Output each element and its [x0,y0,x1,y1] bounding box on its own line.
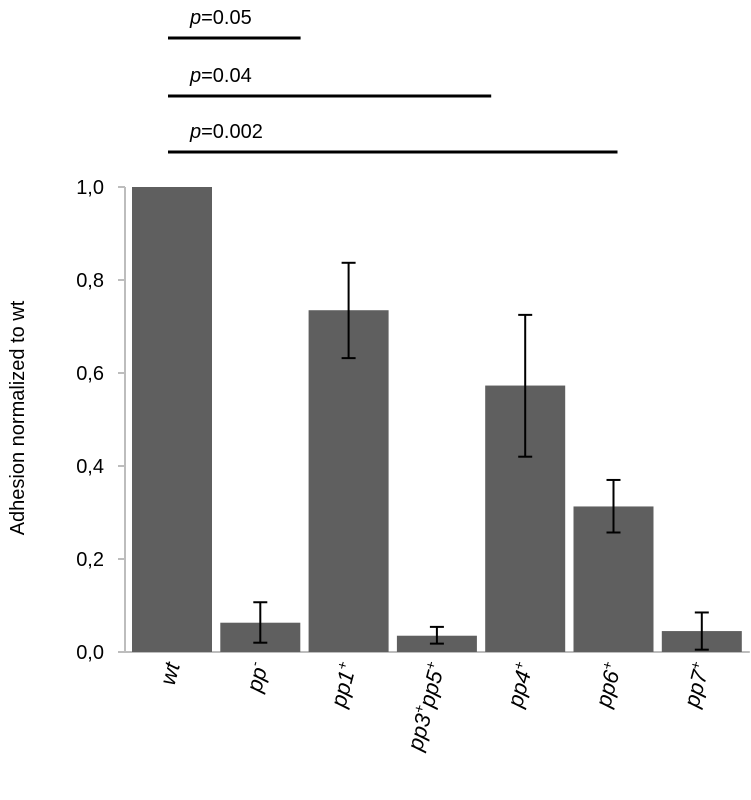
y-tick-label: 0,4 [76,456,104,478]
axes [124,187,750,653]
bar [132,187,212,652]
error-bar [518,313,533,458]
category-label: pp- [239,659,273,695]
significance-bracket: p=0.002 [168,121,618,154]
p-value-label: p=0.04 [189,65,252,87]
error-bars [253,261,709,651]
significance-bracket: p=0.04 [168,65,492,98]
category-label: pp4+ [500,659,538,710]
error-bar [694,611,709,651]
error-bar [606,478,621,534]
category-label: pp6+ [588,659,626,710]
bars [132,187,742,652]
category-labels: wt pp-pp1+ pp3+pp5+ pp4+ pp6+ pp7+ [155,659,715,754]
significance-bracket: p=0.05 [168,7,301,40]
significance-brackets: p=0.05 p=0.04 p=0.002 [168,7,618,154]
bar [308,310,389,652]
y-tick-label: 0,0 [76,642,104,664]
p-value-label: p=0.05 [189,7,252,29]
y-tick-labels: 0,0 0,2 0,4 0,6 0,8 1,0 [76,177,125,664]
error-bar [253,601,268,644]
y-tick-label: 0,2 [76,549,104,571]
error-bar [341,261,356,360]
p-value-label: p=0.002 [189,121,263,143]
y-tick-label: 0,6 [76,363,104,385]
category-label: pp3+pp5+ [400,659,450,754]
category-label: pp1+ [323,659,361,710]
error-bar [429,625,444,645]
category-label: wt [155,659,185,688]
y-axis-label: Adhesion normalized to wt [7,300,29,535]
category-label: pp7+ [677,659,715,710]
y-tick-label: 1,0 [76,177,104,199]
y-tick-label: 0,8 [76,270,104,292]
